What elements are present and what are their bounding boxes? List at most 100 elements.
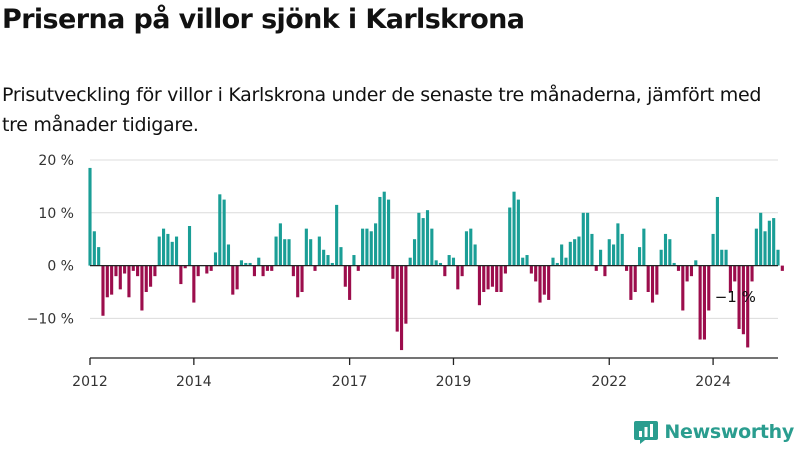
bar	[356, 265, 360, 271]
bar	[339, 247, 343, 266]
bar	[248, 262, 252, 266]
bar	[317, 236, 321, 266]
bar	[170, 241, 174, 266]
bar	[304, 228, 308, 266]
bar	[659, 249, 663, 266]
y-tick-label: 0 %	[47, 259, 74, 275]
bar	[516, 199, 520, 266]
x-tick-label: 2024	[695, 374, 731, 390]
bar	[711, 233, 715, 266]
bar-series	[88, 167, 784, 351]
bar	[412, 239, 417, 266]
x-tick-label: 2017	[332, 374, 368, 390]
bar	[612, 244, 616, 266]
bar	[213, 252, 218, 266]
bar	[655, 265, 659, 295]
bar	[707, 265, 711, 311]
bar	[438, 262, 443, 266]
bar	[646, 265, 650, 292]
bar	[581, 212, 585, 266]
bar	[231, 265, 235, 295]
bar	[542, 265, 546, 295]
x-tick-label: 2014	[176, 374, 212, 390]
y-tick-label: 20 %	[38, 153, 74, 169]
bar	[521, 257, 525, 266]
bar	[560, 244, 564, 266]
bar	[313, 265, 317, 271]
bar	[642, 228, 646, 266]
bar	[361, 228, 365, 266]
bar	[222, 199, 226, 266]
bar	[443, 265, 447, 277]
bar	[663, 233, 668, 266]
bar	[547, 265, 551, 300]
y-tick-label: 10 %	[38, 206, 74, 222]
bar	[265, 265, 269, 271]
newsworthy-logo: Newsworthy	[633, 419, 794, 445]
y-axis-ticks: 20 % 10 % 0 % −10 %	[27, 153, 74, 327]
chart-subtitle: Prisutveckling för villor i Karlskrona u…	[2, 84, 762, 136]
bar	[287, 239, 291, 266]
bar	[538, 265, 542, 303]
bar	[123, 265, 127, 274]
x-tick-label: 2022	[591, 374, 627, 390]
bar	[685, 265, 689, 282]
bar	[767, 220, 771, 266]
bar	[183, 265, 187, 269]
bar	[715, 196, 719, 266]
bar	[763, 231, 767, 266]
last-value-annotation: −1 %	[715, 288, 756, 306]
bar	[174, 236, 179, 266]
bar	[668, 239, 672, 266]
bar	[529, 265, 533, 274]
bar	[477, 265, 481, 306]
bar	[503, 265, 507, 274]
bar	[490, 265, 494, 287]
bar	[564, 257, 568, 266]
bar	[162, 228, 166, 266]
bar	[698, 265, 702, 340]
bar	[741, 265, 745, 335]
bar	[335, 204, 339, 266]
bar	[127, 265, 131, 298]
bar	[430, 228, 434, 266]
bar	[244, 262, 248, 266]
bar	[291, 265, 295, 277]
bar	[495, 265, 499, 292]
bar	[196, 265, 200, 277]
bar	[672, 262, 676, 266]
bar	[417, 212, 421, 266]
bar	[534, 265, 538, 282]
bar	[209, 265, 213, 271]
bar	[451, 257, 456, 266]
bar	[365, 228, 369, 266]
bar	[650, 265, 655, 303]
bar	[702, 265, 706, 340]
bar	[464, 231, 469, 266]
bar	[378, 196, 382, 266]
bar	[131, 265, 135, 271]
bar	[239, 260, 244, 266]
bar	[369, 231, 373, 266]
bar	[434, 260, 438, 266]
bar	[149, 265, 153, 287]
bar	[772, 218, 776, 266]
bar	[283, 239, 287, 266]
bar	[296, 265, 300, 298]
bar	[625, 265, 629, 271]
bar	[408, 257, 412, 266]
bar	[235, 265, 239, 290]
bar	[728, 265, 732, 292]
y-tick-label: −10 %	[27, 311, 74, 327]
bar	[391, 265, 395, 279]
bar	[733, 265, 737, 282]
bar	[456, 265, 460, 290]
bar	[404, 265, 408, 324]
bar	[759, 212, 763, 266]
bar	[97, 247, 101, 266]
bar	[322, 249, 326, 266]
bar	[482, 265, 486, 292]
bar	[676, 265, 681, 271]
bar	[447, 255, 451, 266]
